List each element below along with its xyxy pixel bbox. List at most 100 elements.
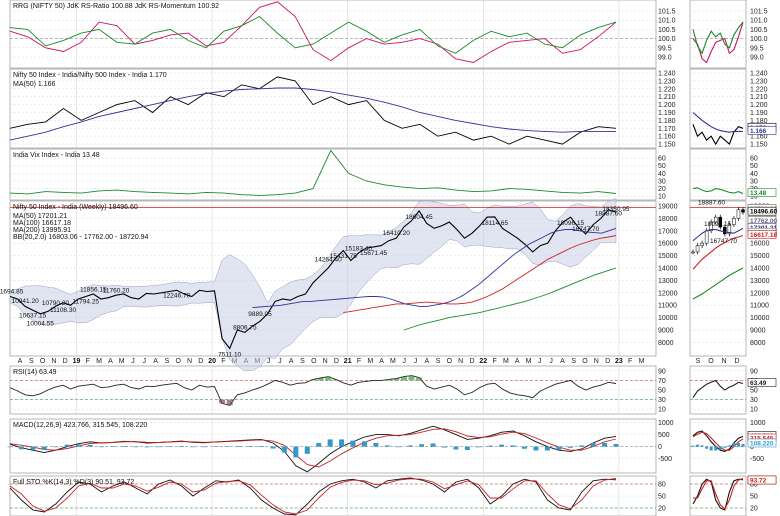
macd-histogram-bar bbox=[419, 444, 425, 447]
macd-histogram-bar bbox=[339, 439, 345, 447]
price-annotation: 18350.95 bbox=[602, 206, 629, 213]
zoom-candle-body bbox=[723, 226, 727, 235]
right-axis-tick: 101.0 bbox=[658, 18, 676, 25]
x-axis-label: D bbox=[469, 358, 474, 365]
x-axis-label: J bbox=[414, 358, 418, 365]
x-axis-label: A bbox=[379, 358, 384, 365]
price-annotation: 18096.15 bbox=[557, 220, 584, 227]
macd-histogram-bar bbox=[224, 446, 230, 447]
x-axis-label: S bbox=[571, 358, 576, 365]
macd-histogram-bar bbox=[522, 446, 528, 449]
value-tag: 17762.00 bbox=[750, 218, 777, 225]
x-axis-label: F bbox=[628, 358, 632, 365]
zoom-axis-tick: 0 bbox=[750, 444, 754, 451]
x-axis-label: N bbox=[458, 358, 463, 365]
series-rrg-1 bbox=[9, 15, 617, 54]
zoom-axis-tick: 1.190 bbox=[750, 110, 768, 117]
zoom-axis-tick: 99.0 bbox=[750, 54, 764, 61]
zoom-axis-tick: 50 bbox=[750, 388, 758, 395]
price-annotation: 10004.55 bbox=[27, 321, 54, 328]
price-annotation: 14264.40 bbox=[315, 257, 342, 264]
right-axis-tick: 90 bbox=[658, 368, 666, 375]
macd-histogram-bar bbox=[464, 446, 470, 450]
x-axis-label: J bbox=[278, 358, 282, 365]
zoom-x-axis-label: S bbox=[696, 358, 701, 365]
price-annotation: 18604.45 bbox=[405, 214, 432, 221]
rsi-overbought-fill bbox=[332, 379, 339, 381]
price-annotation: 18114.65 bbox=[481, 220, 508, 227]
right-axis-tick: 9000 bbox=[658, 327, 674, 334]
zoom-series-price-3 bbox=[692, 267, 744, 300]
x-axis-label: M bbox=[639, 358, 645, 365]
zoom-axis-tick: 10000 bbox=[750, 315, 770, 322]
macd-histogram-bar bbox=[510, 445, 516, 447]
macd-histogram-bar bbox=[602, 443, 608, 447]
x-axis-label: N bbox=[51, 358, 56, 365]
series-ratio-0 bbox=[9, 76, 617, 145]
zoom-axis-tick: 101.0 bbox=[750, 18, 768, 25]
macd-histogram-bar bbox=[281, 446, 287, 453]
zoom-axis-tick: 90 bbox=[750, 368, 758, 375]
macd-histogram-bar bbox=[533, 446, 539, 451]
rsi-oversold-fill bbox=[219, 399, 226, 404]
right-axis-tick: 70 bbox=[658, 378, 666, 385]
series-price-1 bbox=[252, 227, 617, 309]
x-axis-label: M bbox=[96, 358, 102, 365]
legend-entry: MA(100) 16617.18 bbox=[13, 220, 71, 227]
price-annotation: 16410.20 bbox=[383, 230, 410, 237]
price-annotation: 12246.70 bbox=[163, 293, 190, 300]
macd-histogram-bar bbox=[110, 446, 116, 447]
zoom-axis-tick: 8000 bbox=[750, 340, 766, 347]
macd-histogram-bar bbox=[293, 446, 299, 458]
macd-histogram-bar bbox=[236, 446, 242, 447]
rsi-overbought-fill bbox=[393, 378, 400, 381]
right-axis-tick: 8000 bbox=[658, 340, 674, 347]
x-axis-label: 21 bbox=[344, 358, 352, 365]
right-axis-tick: 1.160 bbox=[658, 134, 676, 141]
macd-histogram-bar bbox=[316, 443, 322, 447]
value-tag: 1.166 bbox=[750, 128, 767, 135]
zoom-axis-tick: 16000 bbox=[750, 241, 770, 248]
x-axis-label: 22 bbox=[479, 358, 487, 365]
rsi-overbought-fill bbox=[385, 379, 392, 381]
macd-histogram-bar bbox=[98, 446, 104, 448]
macd-histogram-bar bbox=[190, 446, 196, 448]
macd-histogram-bar bbox=[121, 446, 127, 447]
right-axis-tick: 1.240 bbox=[658, 70, 676, 77]
price-annotation: 18887.60 bbox=[595, 210, 622, 217]
x-axis-label: S bbox=[29, 358, 34, 365]
x-axis-label: D bbox=[334, 358, 339, 365]
zoom-axis-tick: 50 bbox=[750, 163, 758, 170]
macd-histogram-bar bbox=[396, 446, 402, 448]
macd-histogram-bar bbox=[590, 443, 596, 447]
legend-entry: MA(200) 13995.91 bbox=[13, 227, 71, 234]
series-vix-0 bbox=[9, 149, 617, 196]
zoom-histogram-bar bbox=[741, 444, 745, 447]
zoom-histogram-bar bbox=[691, 445, 695, 447]
zoom-candle-body bbox=[713, 216, 718, 223]
zoom-candle-body bbox=[718, 216, 723, 228]
zoom-axis-tick: 1.180 bbox=[750, 118, 768, 125]
zoom-histogram-bar bbox=[714, 446, 718, 451]
ma-label-ratio: MA(50) 1.166 bbox=[13, 81, 56, 88]
zoom-x-axis-label: O bbox=[708, 358, 714, 365]
zoom-series-vix-0 bbox=[692, 187, 744, 195]
zoom-axis-tick: 20 bbox=[750, 506, 758, 513]
right-axis-tick: 18000 bbox=[658, 216, 678, 223]
macd-histogram-bar bbox=[384, 445, 390, 447]
zoom-annotation: 18096.15 bbox=[704, 221, 731, 228]
zoom-axis-tick: 100.5 bbox=[750, 27, 768, 34]
right-axis-tick: 10000 bbox=[658, 315, 678, 322]
zoom-axis-tick: 30 bbox=[750, 178, 758, 185]
x-axis-label: S bbox=[436, 358, 441, 365]
right-axis-tick: 13000 bbox=[658, 278, 678, 285]
x-axis-label: A bbox=[560, 358, 565, 365]
x-axis-label: A bbox=[289, 358, 294, 365]
zoom-series-sto-0 bbox=[692, 478, 744, 511]
rsi-overbought-fill bbox=[416, 377, 423, 381]
right-axis-tick: 30 bbox=[658, 178, 666, 185]
right-axis-tick: 10 bbox=[658, 194, 666, 201]
zoom-axis-tick: 1.200 bbox=[750, 102, 768, 109]
zoom-series-rrg-0 bbox=[692, 21, 744, 64]
zoom-series-ratio-1 bbox=[692, 112, 743, 133]
